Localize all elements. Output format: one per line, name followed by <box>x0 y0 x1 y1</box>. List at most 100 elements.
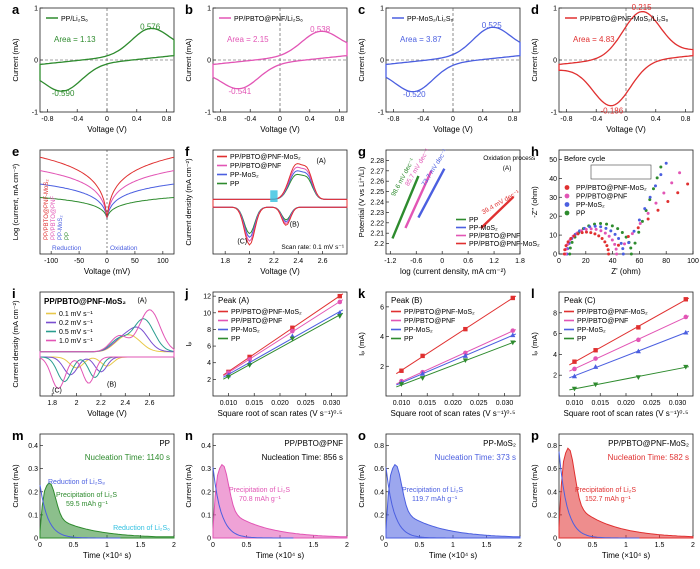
y-tick-label: 0 <box>380 536 384 543</box>
x-tick-label: 1.5 <box>309 542 319 549</box>
y-tick-label: -1 <box>551 110 557 117</box>
annotation: (A) <box>137 297 146 304</box>
x-tick-label: -0.8 <box>214 116 226 123</box>
y-tick-label: 2.2 <box>374 241 384 248</box>
eis-point <box>617 237 621 241</box>
eis-point <box>662 191 666 195</box>
data-point <box>246 363 253 368</box>
y-tick-label: 10 <box>549 233 557 240</box>
area-label: Area = 1.13 <box>54 35 96 44</box>
nucleation-time: Nucleation Time: 856 s <box>262 453 343 462</box>
x-tick-label: -0.4 <box>590 116 602 123</box>
legend-label: 0.5 mV s⁻¹ <box>59 329 93 336</box>
data-point <box>510 340 516 346</box>
y-tick-label: 12 <box>203 294 211 301</box>
x-axis-label: Voltage (V) <box>87 409 127 418</box>
eis-point <box>593 224 597 228</box>
data-point <box>635 348 641 354</box>
y-tick-label: -1 <box>32 110 38 117</box>
data-point <box>510 332 516 338</box>
panel-m: m 0 0.5 1 1.5 2 0 0.1 0.2 0.3 0.4 Time (×10⁴ s) Curr… <box>11 428 176 560</box>
x-tick-label: 0.015 <box>245 400 263 407</box>
eis-point <box>621 247 625 251</box>
data-point <box>592 364 599 369</box>
x-axis-label: Voltage (V) <box>87 125 127 134</box>
eis-point <box>627 241 631 245</box>
x-tick-label: 0 <box>211 542 215 549</box>
x-tick-label: 1.5 <box>655 542 665 549</box>
y-tick-label: 50 <box>549 157 557 164</box>
x-tick-label: 2 <box>172 542 176 549</box>
y-tick-label: 10 <box>203 310 211 317</box>
eis-point <box>576 232 580 236</box>
data-point <box>419 371 426 376</box>
eis-point <box>605 244 609 248</box>
annotation: (C) <box>237 239 247 246</box>
annotation: Scan rate: 0.1 mV s⁻¹ <box>281 244 345 251</box>
x-tick-label: 2 <box>75 400 79 407</box>
data-point <box>290 328 295 334</box>
legend-label: PP/PBTO@PNF <box>230 163 281 170</box>
eis-point <box>648 195 652 199</box>
eis-point <box>597 234 601 238</box>
x-tick-label: 0.025 <box>643 400 661 407</box>
y-tick-label: 0.3 <box>201 466 211 473</box>
y-tick-label: 0 <box>553 58 557 65</box>
annotation: 59.5 mAh g⁻¹ <box>66 501 108 508</box>
panel-b: b -0.8 -0.4 0 0.4 0.8 -1 0 1 Voltage (V) Current (… <box>184 2 348 134</box>
y-tick-label: 1 <box>207 6 211 13</box>
x-tick-label: -0.6 <box>410 258 422 265</box>
eis-point <box>600 237 604 241</box>
x-tick-label: 80 <box>662 258 670 265</box>
x-tick-label: 0.010 <box>393 400 411 407</box>
eis-point <box>568 246 572 250</box>
legend-label: PP <box>577 336 587 343</box>
legend-label: PP <box>231 336 241 343</box>
eis-point <box>666 200 670 204</box>
panel-letter: k <box>358 286 366 301</box>
y-tick-label: 2.28 <box>370 158 384 165</box>
eis-point <box>584 227 588 231</box>
data-point <box>592 382 599 388</box>
legend-label: PP/PBTO@PNF-MoS₂ <box>577 309 648 316</box>
y-tick-label: 0.6 <box>374 466 384 473</box>
cv-curve <box>558 10 694 107</box>
eis-point <box>580 231 584 235</box>
area-label: Area = 4.83 <box>573 35 615 44</box>
eis-point <box>584 230 588 234</box>
y-tick-label: 0 <box>553 252 557 259</box>
eis-point <box>621 252 625 256</box>
subtitle: Before cycle <box>564 154 605 163</box>
fit-line <box>480 195 515 229</box>
panel-h: h 0 20 40 60 80 100 0 10 20 30 40 50 Z' (ohm) -Z" (ohm… <box>530 144 699 276</box>
x-tick-label: 1.2 <box>489 258 499 265</box>
cv-curve <box>385 26 521 93</box>
annotation: Reduction of Li₂S₈ <box>48 479 105 486</box>
x-tick-label: 2 <box>248 258 252 265</box>
fit-line <box>569 330 690 379</box>
panel-letter: m <box>12 428 24 443</box>
data-point <box>337 293 342 299</box>
x-tick-label: 2.2 <box>269 258 279 265</box>
y-tick-label: 2.22 <box>370 220 384 227</box>
y-tick-label: 0.8 <box>374 443 384 450</box>
data-point <box>337 314 343 319</box>
x-tick-label: 0 <box>440 258 444 265</box>
x-tick-label: 0.5 <box>415 542 425 549</box>
legend-label: PP/PBTO@PNF-MoS₂ <box>44 179 50 240</box>
x-tick-label: 1.5 <box>482 542 492 549</box>
y-tick-label: 4 <box>207 360 211 367</box>
plot-frame <box>39 291 175 397</box>
legend-label: PP <box>469 217 479 224</box>
y-axis-label: Current (mA) <box>11 464 20 508</box>
panel-k: k 0.010 0.015 0.020 0.025 0.030 2 4 6 Square root… <box>357 286 521 418</box>
x-tick-label: 1.5 <box>136 542 146 549</box>
x-tick-label: -100 <box>44 258 58 265</box>
eis-point <box>605 222 609 226</box>
eis-point <box>569 237 573 241</box>
data-point <box>463 350 468 356</box>
legend-marker <box>564 210 570 216</box>
annotation: 119.7 mAh g⁻¹ <box>412 496 458 503</box>
x-tick-label: 2 <box>691 542 695 549</box>
